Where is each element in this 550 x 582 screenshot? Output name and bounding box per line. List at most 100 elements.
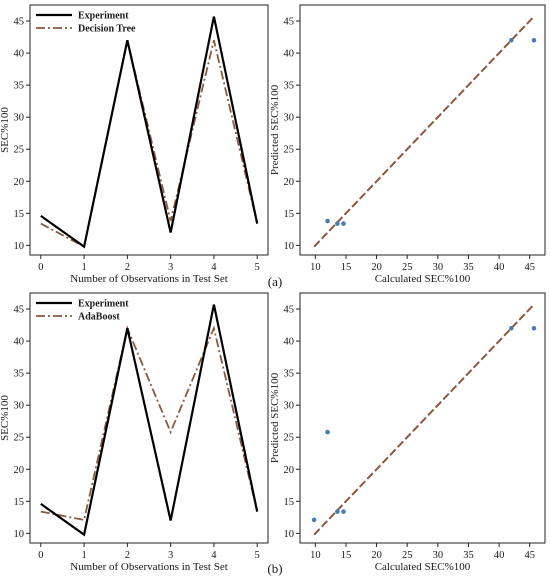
y-tick-label: 45 (284, 17, 295, 28)
x-tick-label: 35 (463, 262, 474, 273)
x-tick-label: 4 (211, 262, 217, 273)
x-tick-label: 5 (255, 550, 260, 561)
y-tick-label: 35 (284, 369, 295, 380)
scatter-point (311, 517, 317, 523)
y-tick-label: 20 (14, 177, 25, 188)
y-tick-label: 45 (14, 305, 25, 316)
x-tick-label: 25 (402, 262, 413, 273)
series-line-experiment (40, 304, 259, 537)
y-tick-label: 30 (14, 401, 25, 412)
scatter-point (325, 429, 330, 435)
scatter-point (335, 221, 340, 226)
scatter-point (325, 218, 330, 224)
y-tick-label: 15 (284, 209, 295, 220)
x-axis-label: Calculated SEC%100 (375, 561, 471, 573)
y-tick-label: 20 (14, 465, 25, 476)
legend-label: AdaBoost (78, 312, 120, 323)
x-tick-label: 35 (463, 550, 474, 561)
x-tick-label: 1 (81, 262, 86, 273)
y-tick-label: 40 (284, 337, 295, 348)
scatter-point (531, 37, 537, 43)
y-tick-label: 15 (284, 497, 295, 508)
legend-label: Experiment (78, 11, 129, 22)
y-tick-label: 15 (14, 497, 25, 508)
y-tick-label: 35 (14, 369, 25, 380)
y-tick-label: 10 (14, 241, 25, 252)
x-tick-label: 1 (81, 550, 86, 561)
x-tick-label: 45 (524, 262, 535, 273)
x-tick-label: 10 (310, 262, 321, 273)
y-axis-label: SEC%100 (0, 107, 11, 153)
reference-line (313, 15, 535, 248)
x-tick-label: 30 (433, 550, 444, 561)
reference-line (313, 303, 535, 536)
y-tick-label: 40 (14, 49, 25, 60)
y-axis-label: Predicted SEC%100 (269, 84, 281, 175)
scatter-point (509, 37, 514, 43)
y-tick-label: 10 (14, 529, 25, 540)
x-tick-label: 15 (341, 262, 352, 273)
y-tick-label: 45 (14, 17, 25, 28)
y-axis-label: SEC%100 (0, 395, 11, 441)
y-tick-label: 15 (14, 209, 25, 220)
x-tick-label: 40 (494, 262, 505, 273)
scatter-point (341, 509, 346, 514)
y-tick-label: 30 (284, 113, 295, 124)
x-axis-label: Number of Observations in Test Set (70, 273, 228, 285)
y-tick-label: 25 (284, 433, 295, 444)
panel-label: (a) (268, 274, 282, 289)
x-tick-label: 5 (255, 262, 260, 273)
x-tick-label: 2 (125, 262, 130, 273)
x-tick-label: 30 (433, 262, 444, 273)
y-tick-label: 40 (284, 49, 295, 60)
y-tick-label: 10 (284, 241, 295, 252)
x-tick-label: 0 (38, 550, 43, 561)
legend-label: Decision Tree (78, 24, 136, 35)
y-tick-label: 25 (14, 145, 25, 156)
y-tick-label: 10 (284, 529, 295, 540)
y-tick-label: 45 (284, 305, 295, 316)
y-tick-label: 30 (284, 401, 295, 412)
plot-frame (299, 4, 546, 256)
panel-label: (b) (267, 561, 282, 576)
x-tick-label: 20 (371, 262, 382, 273)
x-tick-label: 4 (211, 550, 217, 561)
x-tick-label: 3 (168, 550, 173, 561)
scatter-point (531, 325, 537, 331)
scatter-point (341, 221, 346, 226)
y-axis-label: Predicted SEC%100 (269, 372, 281, 463)
legend-label: Experiment (78, 299, 129, 310)
plot-frame (29, 4, 269, 256)
y-tick-label: 35 (14, 81, 25, 92)
scatter-point (509, 325, 514, 331)
x-tick-label: 25 (402, 550, 413, 561)
y-tick-label: 20 (284, 465, 295, 476)
x-axis-label: Calculated SEC%100 (375, 273, 471, 285)
x-tick-label: 20 (371, 550, 382, 561)
x-tick-label: 40 (494, 550, 505, 561)
x-tick-label: 2 (125, 550, 130, 561)
x-axis-label: Number of Observations in Test Set (70, 561, 228, 573)
scatter-chart: 10 15 20 25 30 35 40 45 10 15 20 25 30 35 40 45 Calculat… (269, 4, 546, 285)
y-tick-label: 40 (14, 337, 25, 348)
scatter-chart: 10 15 20 25 30 35 40 45 10 15 20 25 30 35 40 45 Calculat… (269, 292, 546, 573)
y-tick-label: 20 (284, 177, 295, 188)
x-tick-label: 10 (310, 550, 321, 561)
scatter-point (335, 509, 340, 514)
plot-frame (299, 292, 546, 544)
x-tick-label: 15 (341, 550, 352, 561)
plot-frame (29, 292, 269, 544)
x-tick-label: 3 (168, 262, 173, 273)
x-tick-label: 0 (38, 262, 43, 273)
x-tick-label: 45 (524, 550, 535, 561)
series-line-model (40, 325, 259, 521)
y-tick-label: 30 (14, 113, 25, 124)
series-line-experiment (40, 16, 259, 249)
y-tick-label: 25 (14, 433, 25, 444)
y-tick-label: 35 (284, 81, 295, 92)
